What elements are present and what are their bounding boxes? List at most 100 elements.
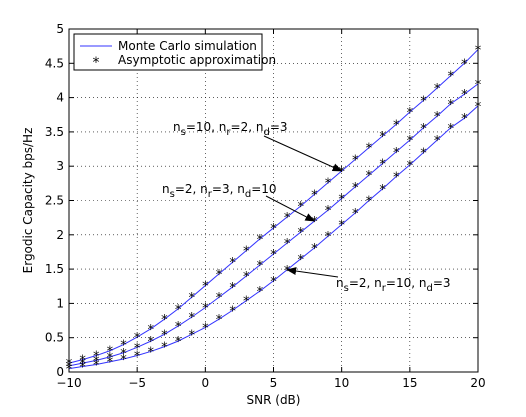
series-marker-1: * [352,153,359,168]
series-marker-1: * [202,280,209,295]
y-tick-label: 4.5 [45,56,64,70]
legend: Monte Carlo simulation * Asymptotic appr… [73,33,276,71]
series-marker-1: * [338,165,345,180]
annotation-arrow-3 [286,267,339,278]
series-marker-3: * [420,146,427,161]
annotation-arrow-1 [263,135,343,172]
series-marker-2: * [311,215,318,230]
series-marker-1: * [120,339,127,354]
x-tick-label: 15 [402,376,417,390]
series-marker-3: * [434,134,441,149]
series-marker-3: * [216,313,223,328]
series-marker-3: * [366,195,373,210]
series-marker-3: * [188,328,195,343]
annotation-text: =2, n [349,276,382,290]
annotation-subscript: r [382,283,387,294]
series-marker-3: * [393,170,400,185]
x-tick-label: 5 [270,376,278,390]
series-marker-2: * [420,122,427,137]
series-line-3 [68,105,479,370]
annotation-text: n [173,120,181,134]
series-marker-3: * [175,335,182,350]
y-tick-label: 5 [56,22,64,36]
series-marker-2: * [447,98,454,113]
annotation-label-2: ns=2, nr=3, nd=10 [162,182,277,200]
annotation-text: =10, n [186,120,227,134]
annotation-subscript: d [245,189,251,200]
y-tick-label: 3.5 [45,125,64,139]
y-tick-label: 0.5 [45,331,64,345]
series-line-2 [68,83,479,367]
series-marker-3: * [298,253,305,268]
series-marker-3: * [202,321,209,336]
x-tick-label: −5 [128,376,146,390]
series-lines [68,49,479,370]
series-marker-3: * [379,183,386,198]
annotation-subscript: s [344,283,349,294]
series-marker-1: * [175,303,182,318]
legend-marker-sample: * [93,55,100,71]
series-marker-1: * [284,211,291,226]
series-marker-1: * [216,268,223,283]
series-marker-2: * [148,335,155,350]
series-marker-1: * [325,177,332,192]
series-marker-3: * [229,304,236,319]
annotation-subscript: r [208,189,213,200]
series-marker-2: * [393,146,400,161]
annotation-text: =2, n [231,120,264,134]
series-marker-3: * [120,353,127,368]
series-marker-3: * [107,356,114,371]
annotation-subscript: d [426,283,432,294]
x-axis-label: SNR (dB) [247,393,301,407]
legend-label-asymptotic: Asymptotic approximation [118,53,276,67]
series-marker-2: * [202,302,209,317]
series-marker-2: * [79,357,86,372]
series-marker-2: * [434,110,441,125]
series-marker-3: * [243,295,250,310]
series-line-1 [68,49,479,364]
series-marker-3: * [134,350,141,365]
x-tick-label: 20 [470,376,485,390]
y-tick-label: 1.5 [45,262,64,276]
series-marker-2: * [134,341,141,356]
ticks [68,28,479,373]
series-marker-2: * [325,204,332,219]
x-tick-label: 0 [202,376,210,390]
annotation-subscript: s [181,127,186,138]
annotation-text: =10 [251,182,276,196]
series-marker-2: * [338,192,345,207]
legend-label-monte-carlo: Monte Carlo simulation [118,39,257,53]
series-marker-3: * [447,122,454,137]
annotation-arrow-2 [265,195,316,222]
series-marker-2: * [229,281,236,296]
series-marker-1: * [243,245,250,260]
series-marker-2: * [407,134,414,149]
series-marker-3: * [352,207,359,222]
annotation-text: n [162,182,170,196]
series-marker-1: * [161,313,168,328]
series-marker-2: * [175,320,182,335]
series-marker-3: * [338,219,345,234]
series-marker-3: * [311,242,318,257]
series-marker-2: * [243,270,250,285]
series-marker-1: * [257,233,264,248]
series-marker-2: * [352,181,359,196]
series-marker-1: * [434,82,441,97]
y-tick-label: 1 [56,296,64,310]
annotation-subscript: d [263,127,269,138]
series-marker-2: * [270,248,277,263]
series-marker-2: * [161,328,168,343]
series-marker-1: * [270,222,277,237]
legend-box [73,33,263,71]
series-marker-2: * [93,354,100,369]
annotation-label-1: ns=10, nr=2, nd=3 [173,120,288,138]
series-marker-1: * [311,188,318,203]
annotation-text: n [336,276,344,290]
y-tick-label: 3 [56,159,64,173]
series-marker-2: * [298,226,305,241]
series-marker-3: * [93,358,100,373]
series-marker-2: * [120,347,127,362]
series-marker-1: * [461,57,468,72]
y-tick-label: 2.5 [45,194,64,208]
